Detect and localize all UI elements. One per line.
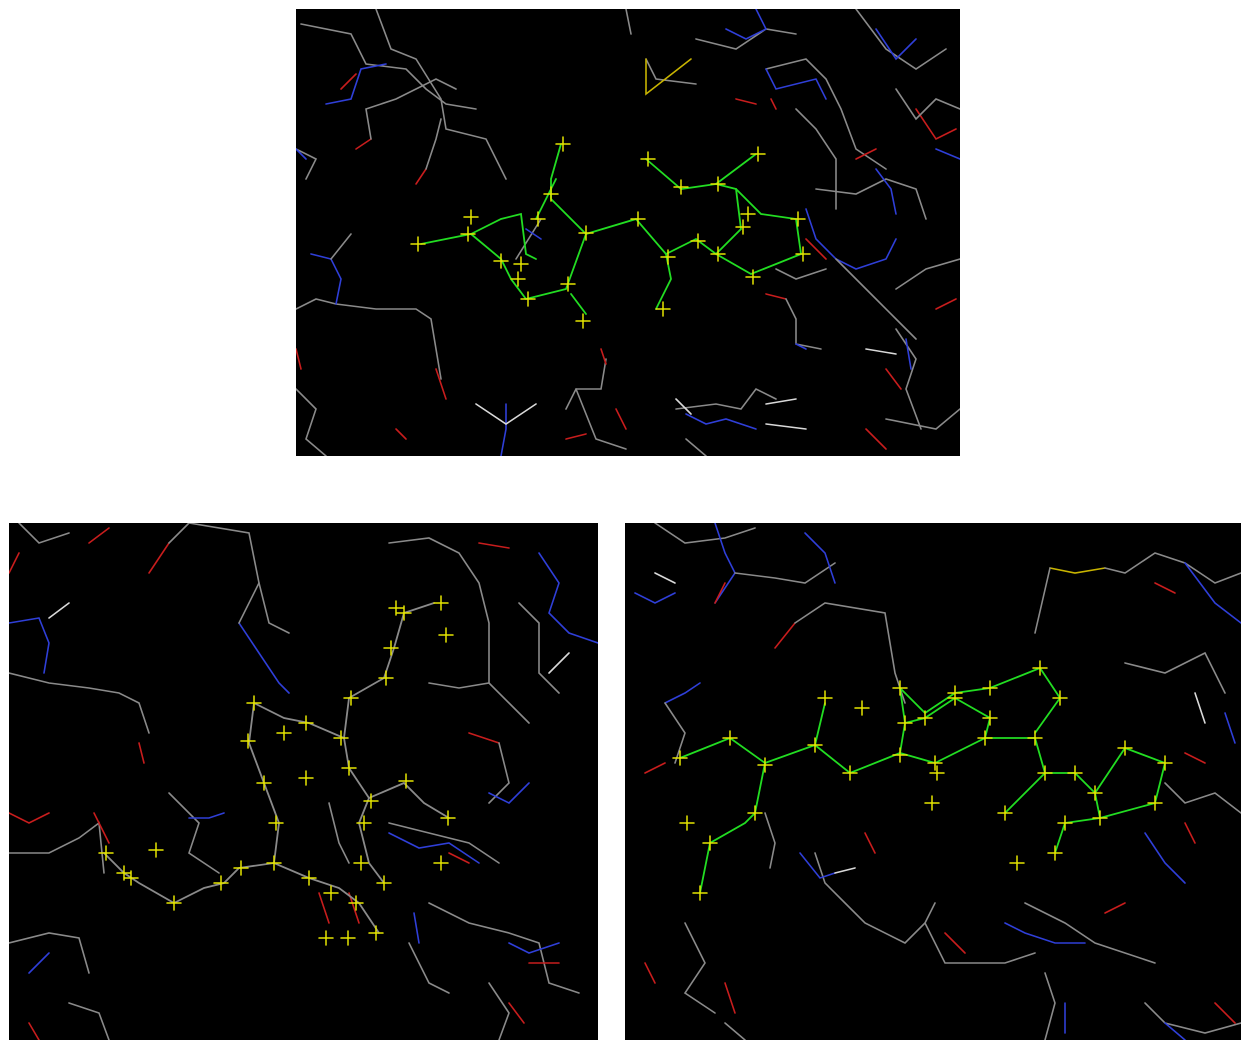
- molecule-panel-bottom-left[interactable]: [9, 523, 598, 1040]
- ligand-markers: [410, 136, 811, 329]
- ligand-markers: [672, 660, 1173, 901]
- protein-wireframe: [634, 523, 1241, 1040]
- protein-wireframe: [296, 9, 960, 456]
- molecule-view-bottom-left: [9, 523, 598, 1040]
- molecule-view-top: [296, 9, 960, 456]
- ligand-bonds: [103, 602, 450, 934]
- ligand-bonds: [420, 143, 802, 315]
- molecule-view-bottom-right: [634, 523, 1241, 1040]
- ligand-bonds: [679, 666, 1167, 894]
- protein-wireframe: [9, 523, 598, 1040]
- molecule-panel-top[interactable]: [296, 9, 960, 456]
- molecule-panel-bottom-right[interactable]: [625, 523, 1241, 1040]
- ligand-markers: [98, 595, 456, 946]
